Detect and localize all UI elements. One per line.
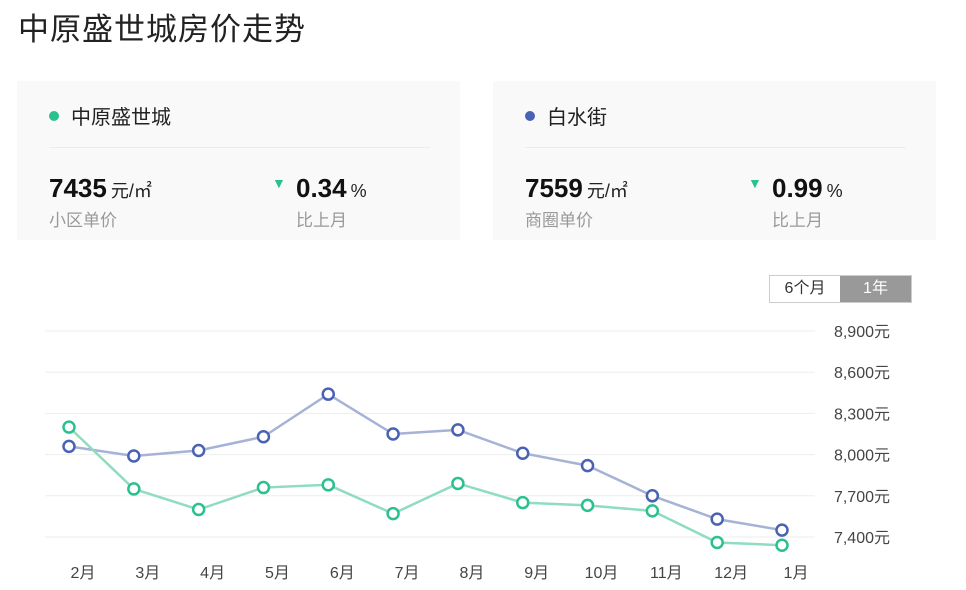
y-tick-label: 7,700元 [834, 489, 890, 506]
series-line [68, 426, 783, 547]
card-divider [49, 147, 430, 148]
district-price-label: 商圈单价 [525, 211, 593, 230]
data-point [127, 449, 141, 463]
series-line [68, 392, 783, 532]
district-price-unit: 元/㎡ [586, 181, 628, 201]
data-point [515, 495, 530, 510]
x-tick-label: 6月 [330, 565, 355, 582]
x-tick-label: 2月 [71, 565, 96, 582]
community-price-label: 小区单价 [49, 211, 117, 230]
card-divider [525, 147, 906, 148]
data-point [645, 489, 660, 503]
data-point [775, 538, 789, 552]
district-price-card: 白水街 7559 元/㎡ 商圈单价 ▼ 0.99% 比上月 [493, 81, 936, 240]
district-change-label: 比上月 [772, 211, 823, 230]
x-tick-label: 5月 [265, 565, 290, 582]
y-tick-label: 7,400元 [834, 530, 890, 547]
data-point [710, 512, 724, 526]
community-price-unit: 元/㎡ [110, 181, 152, 201]
community-dot-icon [49, 110, 59, 121]
x-tick-label: 11月 [650, 565, 683, 582]
y-tick-label: 8,000元 [834, 448, 890, 465]
x-tick-label: 4月 [200, 565, 225, 582]
x-tick-label: 8月 [459, 565, 484, 582]
x-tick-label: 3月 [135, 565, 160, 582]
x-tick-label: 1月 [784, 565, 809, 582]
community-name: 中原盛世城 [71, 107, 171, 129]
community-price-card: 中原盛世城 7435 元/㎡ 小区单价 ▼ 0.34% 比上月 [17, 81, 460, 240]
range-option-6-months[interactable]: 6个月 [770, 276, 840, 302]
district-dot-icon [525, 110, 535, 121]
x-tick-label: 9月 [524, 565, 549, 582]
range-option-1-year[interactable]: 1年 [840, 276, 911, 302]
data-point [386, 427, 400, 441]
community-change-value: 0.34 [296, 173, 347, 203]
data-point [451, 423, 465, 437]
data-point [710, 535, 724, 550]
data-point [62, 420, 76, 434]
data-point [645, 504, 660, 518]
data-point [386, 506, 400, 521]
data-point [256, 480, 271, 495]
y-tick-label: 8,600元 [834, 365, 890, 382]
range-toggle[interactable]: 6个月 1年 [769, 275, 912, 303]
x-tick-label: 12月 [714, 565, 748, 582]
district-price: 7559 [525, 173, 583, 203]
district-name: 白水街 [547, 107, 607, 129]
data-point [580, 498, 595, 513]
community-change-unit: % [350, 181, 367, 201]
data-point [256, 429, 271, 444]
data-point [127, 482, 141, 496]
triangle-down-icon: ▼ [748, 175, 762, 191]
data-point [321, 387, 336, 401]
data-point [580, 458, 595, 473]
data-point [191, 443, 206, 458]
community-change-label: 比上月 [296, 211, 347, 230]
data-point [321, 478, 336, 492]
data-point [191, 502, 206, 517]
community-price: 7435 [49, 173, 107, 203]
data-point [515, 446, 530, 460]
x-tick-label: 10月 [585, 565, 619, 582]
triangle-down-icon: ▼ [272, 175, 286, 191]
x-tick-label: 7月 [395, 565, 420, 582]
district-change-value: 0.99 [772, 173, 823, 203]
data-point [451, 476, 465, 491]
y-tick-label: 8,300元 [834, 406, 890, 423]
data-point [775, 523, 789, 537]
district-change-unit: % [826, 181, 843, 201]
y-tick-label: 8,900元 [834, 324, 890, 341]
data-point [62, 439, 76, 454]
page-title: 中原盛世城房价走势 [18, 12, 306, 47]
